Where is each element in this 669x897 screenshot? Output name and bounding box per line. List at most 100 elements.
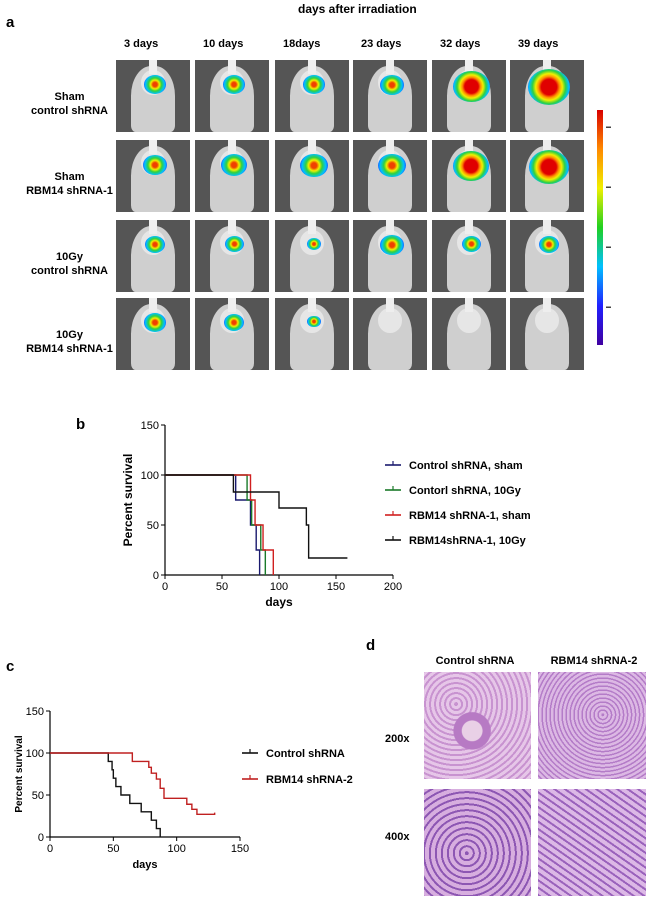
x-tick-label: 0: [162, 581, 168, 593]
histology-col1-label: Control shRNA: [435, 655, 515, 667]
mouse-image: [353, 140, 427, 212]
mouse-image: [195, 140, 269, 212]
panel-c-letter: c: [6, 658, 15, 675]
luminescence-signal: [452, 70, 490, 103]
survival-curve: [50, 752, 216, 816]
histology-row2-label: 400x: [385, 831, 410, 843]
day-label: 39 days: [518, 38, 559, 50]
luminescence-signal: [378, 153, 406, 178]
day-label: 32 days: [440, 38, 481, 50]
luminescence-signal: [143, 313, 167, 333]
luminescence-signal: [302, 75, 326, 95]
x-tick-label: 150: [231, 843, 249, 855]
survival-curve: [165, 474, 348, 559]
luminescence-signal: [461, 236, 481, 253]
mouse-image: [510, 220, 584, 292]
y-tick-label: 0: [38, 832, 44, 844]
luminescence-signal: [224, 236, 244, 253]
row-label-line1: 10Gy: [56, 251, 83, 263]
legend-label: Control shRNA, sham: [409, 460, 523, 472]
mouse-image: [275, 60, 349, 132]
luminescence-signal: [142, 154, 168, 176]
luminescence-signal: [538, 235, 560, 254]
y-tick-label: 150: [26, 706, 44, 718]
histology-rbm14-200x: [538, 672, 646, 779]
row-label: Sham control shRNA: [22, 90, 117, 118]
panel-a-letter: a: [6, 14, 15, 31]
mouse-image: [275, 140, 349, 212]
day-label: 3 days: [124, 38, 159, 50]
x-tick-label: 100: [270, 581, 288, 593]
legend-label: Contorl shRNA, 10Gy: [409, 485, 522, 497]
histology-row1-label: 200x: [385, 733, 410, 745]
luminescence-signal: [306, 237, 322, 250]
day-label: 23 days: [361, 38, 402, 50]
survival-curve: [165, 474, 275, 575]
mouse-image: [432, 140, 506, 212]
row-label-line1: 10Gy: [56, 329, 83, 341]
mouse-image: [510, 140, 584, 212]
y-tick-label: 100: [26, 748, 44, 760]
survival-curve: [165, 474, 261, 575]
survival-chart-b: 0 50 100 150 0 50 100 150 200 Percent survival day…: [121, 420, 530, 609]
luminescence-signal: [379, 74, 405, 96]
x-tick-label: 50: [216, 581, 228, 593]
mouse-image: [116, 140, 190, 212]
panel-a-header: days after irradiation: [298, 2, 417, 16]
mouse-image: [353, 298, 427, 370]
luminescence-signal: [300, 153, 328, 178]
mouse-image: [510, 60, 584, 132]
y-tick-label: 100: [141, 470, 159, 482]
row-label-line2: control shRNA: [31, 265, 108, 277]
mouse-image: [275, 298, 349, 370]
legend-label: RBM14 shRNA-1, sham: [409, 510, 530, 522]
row-label-line1: Sham: [54, 171, 85, 183]
panel-d-letter: d: [366, 637, 376, 654]
mouse-image: [510, 298, 584, 370]
luminescence-signal: [379, 234, 405, 256]
mouse-image: [116, 298, 190, 370]
x-axis-label: days: [132, 859, 157, 871]
mouse-image: [432, 298, 506, 370]
row-label-line1: Sham: [54, 91, 85, 103]
x-axis-label: days: [265, 595, 293, 609]
luminescence-signal: [144, 235, 166, 254]
x-tick-label: 50: [107, 843, 119, 855]
survival-curve: [50, 752, 161, 837]
row-label-line2: RBM14 shRNA-1: [26, 185, 113, 197]
row-label-line2: RBM14 shRNA-1: [26, 343, 113, 355]
mouse-image: [116, 60, 190, 132]
mouse-image: [432, 220, 506, 292]
luminescence-signal: [453, 151, 489, 182]
luminescence-signal: [527, 69, 571, 106]
luminescence-signal: [307, 315, 321, 328]
legend-label: RBM14 shRNA-2: [266, 774, 353, 786]
mouse-image: [432, 60, 506, 132]
y-tick-label: 50: [147, 520, 159, 532]
legend-label: Control shRNA: [266, 748, 345, 760]
y-tick-label: 0: [153, 570, 159, 582]
luminescence-signal: [223, 313, 245, 332]
histology-col2-label: RBM14 shRNA-2: [550, 655, 638, 667]
row-label: Sham RBM14 shRNA-1: [22, 170, 117, 198]
luminescence-signal: [528, 149, 570, 185]
x-tick-label: 0: [47, 843, 53, 855]
mouse-image: [195, 298, 269, 370]
histology-control-200x: [424, 672, 531, 779]
histology-control-400x: [424, 789, 531, 896]
survival-chart-c: 0 50 100 150 0 50 100 150 Percent survival days Co…: [14, 706, 353, 871]
y-tick-label: 50: [32, 790, 44, 802]
luminescence-signal: [143, 75, 167, 95]
y-tick-label: 150: [141, 420, 159, 432]
row-label-line2: control shRNA: [31, 105, 108, 117]
mouse-image: [195, 60, 269, 132]
colorbar-ticks: ▬ ▬ ▬ ▬: [606, 124, 611, 310]
y-axis-label: Percent survival: [14, 735, 25, 812]
x-tick-label: 150: [327, 581, 345, 593]
mouse-image: [116, 220, 190, 292]
panel-b-letter: b: [76, 416, 86, 433]
mouse-image: [353, 220, 427, 292]
mouse-image: [275, 220, 349, 292]
day-label: 10 days: [203, 38, 244, 50]
luminescence-signal: [220, 154, 248, 177]
